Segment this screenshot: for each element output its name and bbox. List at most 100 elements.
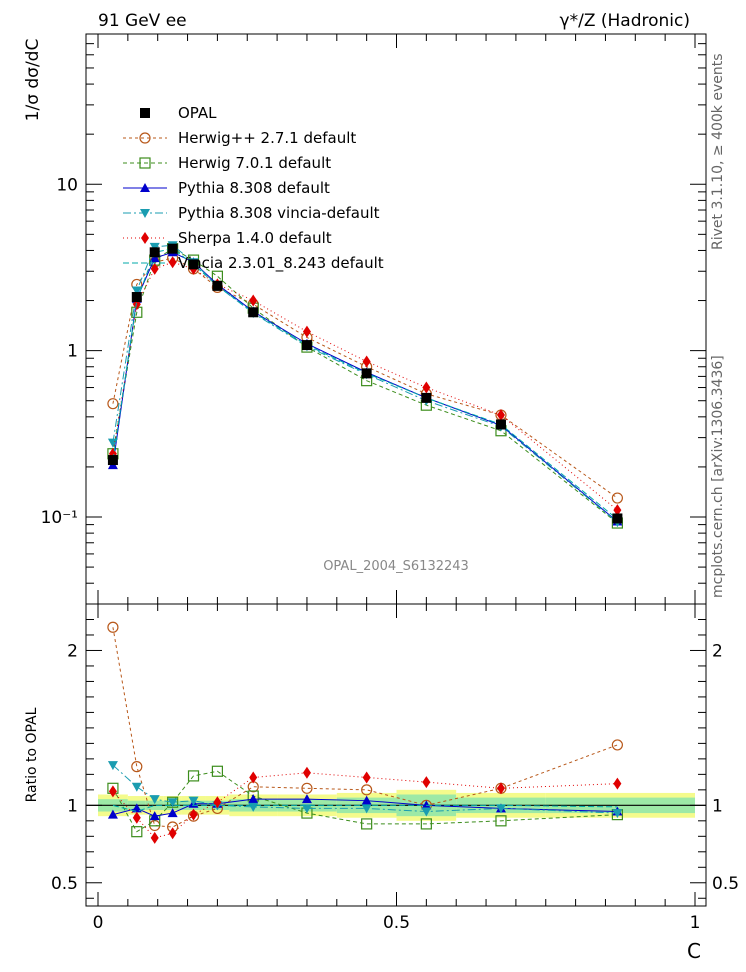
ratio-series-point [613,777,622,790]
ratio-series-point [150,831,159,844]
ratio-y-axis-label: Ratio to OPAL [24,707,40,802]
ratio-series-point [189,808,198,821]
data-point [495,419,506,430]
ratio-series-point [422,776,431,789]
ratio-series-point [149,811,160,821]
y-tick-label: 1 [67,342,78,362]
header-right-label: γ*/Z (Hadronic) [560,11,690,31]
legend-label: Pythia 8.308 vincia-default [178,204,380,222]
ratio-y-tick-label-right: 0.5 [712,874,739,894]
series-2 [107,247,623,526]
series-point [249,294,258,307]
series-point [422,381,431,394]
ratio-y-tick-label-right: 1 [712,796,723,816]
x-tick-label: 1 [690,913,701,933]
ratio-series-point [131,761,143,773]
ratio-series-point [361,795,372,805]
ratio-series-point [361,804,372,814]
series-point [131,286,142,296]
data-point [248,307,259,318]
legend-marker [140,108,150,118]
data-point [188,259,199,270]
x-axis-label: C [687,939,701,963]
series-point [150,262,159,275]
series-point [613,504,622,517]
series-point [362,355,371,368]
ratio-panel-frame [85,603,707,907]
ratio-series-point [495,815,507,827]
ratio-series-point [149,795,160,805]
ratio-series-point [495,804,506,814]
side-label-bottom: mcplots.cern.ch [arXiv:1306.3436] [710,355,726,598]
ratio-y-tick-label: 2 [67,641,78,661]
series-point [149,253,160,263]
ratio-series-point [612,809,623,819]
data-point [167,243,178,254]
series-5 [112,248,618,520]
series-3 [107,241,623,528]
ratio-series-point [187,770,200,782]
series-line [112,244,618,523]
ratio-series-point [131,826,143,838]
ratio-series-point [496,782,505,795]
legend-marker [140,209,150,218]
series-line [112,261,618,511]
series-point [611,492,623,504]
ratio-series-point [188,796,199,806]
ratio-series-point [131,782,142,792]
ratio-series-point [132,811,141,824]
series-line [112,251,618,522]
data-point [612,513,623,524]
ratio-series-point [301,782,313,794]
header-left-label: 91 GeV ee [98,11,187,31]
series-line [112,248,618,520]
data-point [131,292,142,303]
data-point [301,340,312,351]
ratio-series-line [112,770,618,833]
ratio-series-5 [112,804,618,813]
ratio-series-point [108,785,117,798]
ratio-series-point [107,621,119,633]
ratio-y-tick-label: 0.5 [51,874,78,894]
ratio-series-point [302,766,311,779]
ratio-series-point [107,761,118,771]
data-point [212,280,223,291]
legend-marker [141,232,149,244]
ratio-series-line [112,804,618,813]
data-point [107,455,118,466]
legend-marker [139,132,151,144]
ratio-series-point [167,808,178,818]
series-point [302,325,311,338]
ratio-series-point [107,809,118,819]
ratio-series-point [249,771,258,784]
series-1 [107,243,623,529]
y-axis-label: 1/σ dσ/dC [23,39,43,122]
series-point [168,256,177,269]
ratio-series-4 [108,766,622,844]
ratio-series-point [611,739,623,751]
ratio-series-point [361,784,373,796]
ratio-series-point [168,827,177,840]
ratio-series-point [211,765,223,777]
legend-label: Pythia 8.308 default [178,179,330,197]
ratio-series-point [362,771,371,784]
x-tick-label: 0.5 [383,913,410,933]
legend-marker [140,183,150,192]
data-point [361,368,372,379]
legend-marker [139,157,151,169]
data-point [149,247,160,258]
ratio-series-point [301,794,312,804]
x-tick-label: 0 [93,913,104,933]
legend-label: Herwig 7.0.1 default [178,154,331,172]
ratio-y-tick-label-right: 2 [712,641,723,661]
ratio-series-point [421,807,432,817]
series-point [496,409,505,422]
ratio-y-tick-label: 1 [67,796,78,816]
legend-label: Herwig++ 2.7.1 default [178,129,356,147]
y-tick-label: 10⁻¹ [41,508,78,528]
main-panel: 10⁻¹ 1 10 [41,33,707,906]
legend-label: Vincia 2.3.01_8.243 default [178,254,384,273]
y-tick-label: 10 [56,175,78,195]
analysis-watermark: OPAL_2004_S6132243 [323,559,469,574]
